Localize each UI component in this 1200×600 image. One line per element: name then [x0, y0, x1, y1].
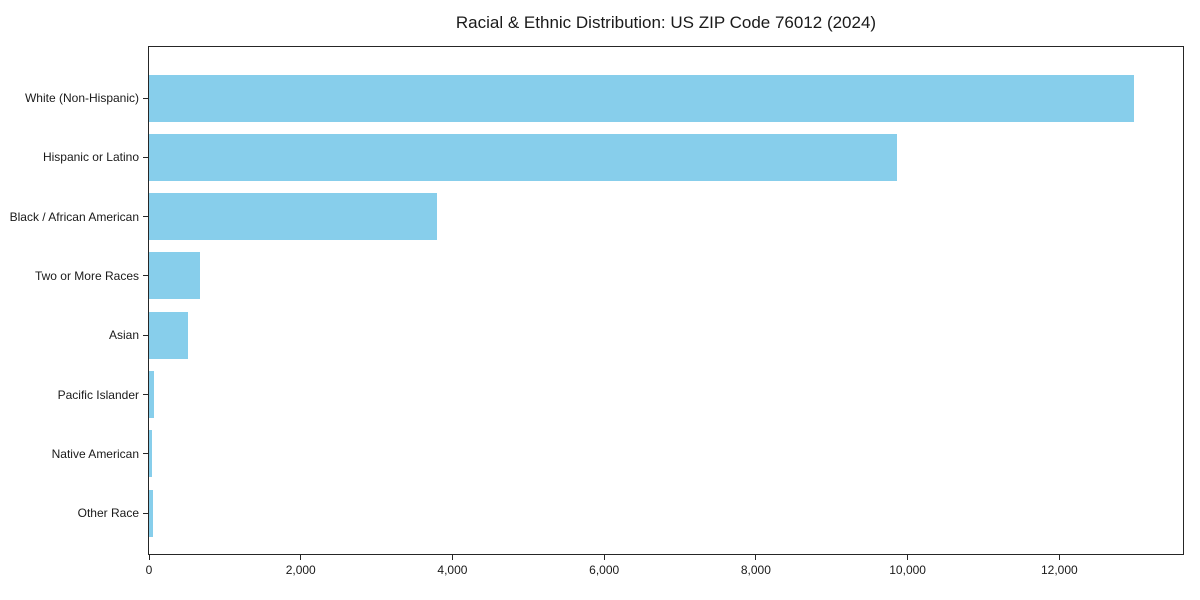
y-tick-black-african-american [143, 216, 149, 218]
bar-asian [149, 311, 189, 359]
x-tick-12000 [1058, 554, 1060, 560]
bar-pacific-islander [149, 371, 154, 419]
y-tick-two-or-more-races [143, 275, 149, 277]
x-tick-2000 [300, 554, 302, 560]
y-label-pacific-islander: Pacific Islander [57, 387, 139, 402]
y-tick-other-race [143, 512, 149, 514]
x-tick-label-4000: 4,000 [437, 563, 468, 577]
chart-title: Racial & Ethnic Distribution: US ZIP Cod… [455, 13, 877, 32]
y-tick-white-non-hispanic [143, 97, 149, 99]
plot-area: White (Non-Hispanic) Hispanic or Latino Bl… [10, 46, 1184, 577]
bar-other-race [149, 489, 153, 537]
y-tick-pacific-islander [143, 394, 149, 396]
x-tick-label-10000: 10,000 [889, 563, 926, 577]
bar-native-american [149, 430, 153, 478]
y-label-two-or-more-races: Two or More Races [34, 268, 139, 283]
x-tick-8000 [755, 554, 757, 560]
y-tick-hispanic-or-latino [143, 156, 149, 158]
y-label-hispanic-or-latino: Hispanic or Latino [42, 150, 139, 165]
x-tick-label-6000: 6,000 [589, 563, 620, 577]
x-tick-10000 [907, 554, 909, 560]
bar-black-african-american [149, 193, 437, 241]
y-tick-native-american [143, 453, 149, 455]
x-tick-6000 [603, 554, 605, 560]
y-tick-asian [143, 334, 149, 336]
y-label-native-american: Native American [51, 446, 139, 461]
bar-hispanic-or-latino [149, 133, 897, 181]
y-label-black-african-american: Black / African American [9, 209, 139, 224]
x-tick-label-0: 0 [145, 563, 153, 577]
x-tick-4000 [451, 554, 453, 560]
bar-two-or-more-races [149, 252, 200, 300]
x-tick-label-2000: 2,000 [285, 563, 316, 577]
y-label-other-race: Other Race [77, 506, 139, 521]
bar-white-non-hispanic [149, 74, 1135, 122]
y-label-white-non-hispanic: White (Non-Hispanic) [24, 91, 139, 105]
x-tick-0 [148, 554, 150, 560]
x-tick-label-12000: 12,000 [1040, 563, 1078, 577]
y-label-asian: Asian [108, 328, 139, 343]
x-tick-label-8000: 8,000 [740, 563, 771, 577]
